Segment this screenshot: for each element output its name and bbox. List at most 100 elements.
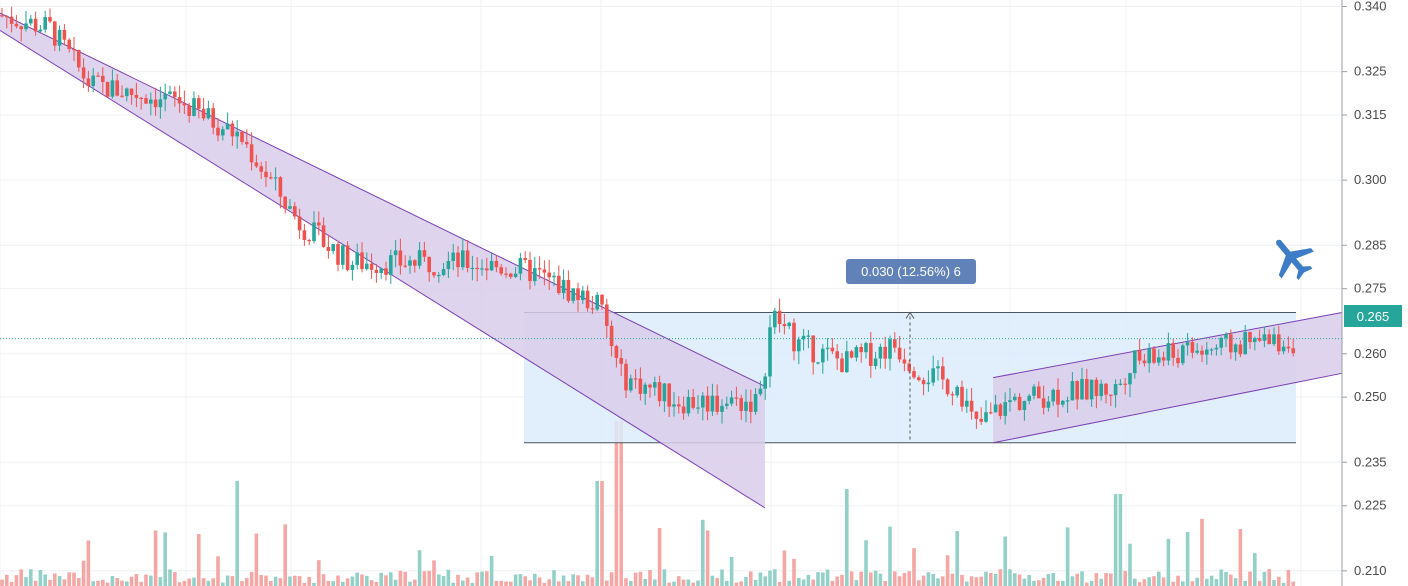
- candle-body: [1113, 384, 1118, 396]
- volume-bar: [566, 581, 571, 586]
- candle-body: [1176, 357, 1180, 364]
- candle-body: [365, 263, 369, 270]
- volume-bar: [917, 580, 921, 586]
- volume-bar: [293, 575, 297, 586]
- last-price-label: 0.265: [1344, 305, 1402, 327]
- candle-body: [1037, 386, 1041, 399]
- measure-badge-background: [846, 259, 976, 284]
- candle-body: [1233, 344, 1238, 353]
- candle-body: [585, 290, 590, 309]
- candle-body: [950, 394, 955, 396]
- candle-body: [120, 95, 124, 97]
- candle-body: [437, 275, 441, 277]
- volume-bar: [1142, 579, 1147, 586]
- candle-body: [1027, 395, 1031, 401]
- volume-bar: [1286, 570, 1291, 586]
- candle-body: [821, 348, 825, 363]
- volume-bar: [705, 530, 710, 586]
- last-price-value: 0.265: [1357, 309, 1390, 324]
- volume-bar: [590, 577, 595, 586]
- volume-bar: [696, 580, 700, 586]
- candle-body: [1190, 342, 1195, 353]
- candle-body: [633, 378, 638, 380]
- volume-bar: [984, 571, 988, 586]
- volume-bar: [557, 581, 561, 586]
- candle-body: [878, 346, 883, 359]
- volume-bar: [53, 573, 57, 586]
- candle-body: [624, 363, 628, 391]
- last-price-background: [1344, 305, 1402, 327]
- volume-bar: [163, 532, 167, 586]
- candle-body: [1185, 342, 1190, 346]
- candle-body: [955, 386, 959, 396]
- candle-body: [897, 347, 902, 360]
- candle-body: [177, 97, 182, 104]
- volume-bar: [91, 581, 95, 586]
- price-tick-label: 0.235: [1354, 454, 1387, 469]
- candle-body: [249, 144, 254, 163]
- volume-bar: [1157, 571, 1161, 586]
- candle-body: [576, 288, 580, 301]
- candle-body: [806, 335, 811, 337]
- volume-bar: [1214, 579, 1219, 586]
- measure-label: 0.030 (12.56%) 6: [861, 264, 961, 279]
- volume-bar: [129, 576, 134, 586]
- volume-bar: [845, 489, 849, 586]
- price-tick-label: 0.275: [1354, 281, 1387, 296]
- volume-bar: [648, 570, 652, 586]
- candle-body: [595, 294, 599, 310]
- candle-body: [1286, 346, 1291, 349]
- price-axis[interactable]: 0.340 0.325 0.315 0.300 0.285 0.275 0.260 0.250…: [1341, 0, 1408, 586]
- candle-body: [509, 273, 513, 277]
- candle-body: [480, 268, 484, 270]
- volume-bar: [249, 571, 254, 586]
- candle-body: [43, 16, 47, 30]
- volume-bar: [893, 571, 897, 586]
- volume-bar: [422, 571, 427, 586]
- volume-bar: [1248, 571, 1252, 586]
- candle-body: [993, 404, 998, 413]
- volume-bar: [1080, 571, 1084, 586]
- volume-bar: [72, 572, 76, 586]
- volume-bar: [1190, 581, 1195, 586]
- candle-body: [1200, 350, 1204, 355]
- candle-body: [533, 268, 537, 282]
- volume-bar: [1133, 578, 1137, 586]
- candle-body: [1253, 338, 1257, 343]
- volume-bar: [662, 569, 667, 586]
- volume-bar: [465, 577, 470, 586]
- volume-bar: [1056, 580, 1060, 586]
- volume-bar: [633, 572, 638, 586]
- candle-body: [216, 127, 220, 136]
- volume-bar: [715, 578, 719, 586]
- airplane-icon[interactable]: [1261, 227, 1322, 288]
- volume-bar: [681, 579, 686, 586]
- volume-bar: [14, 575, 19, 586]
- candle-body: [945, 379, 950, 395]
- volume-bar: [461, 580, 465, 586]
- volume-bar: [144, 574, 148, 586]
- candle-body: [1277, 334, 1281, 352]
- candle-body: [873, 358, 878, 367]
- candle-body: [907, 363, 911, 372]
- volume-bar: [691, 582, 695, 586]
- price-tick-label: 0.300: [1354, 172, 1387, 187]
- volume-bar: [993, 574, 998, 586]
- candle-body: [705, 395, 710, 412]
- volume-bar: [513, 574, 518, 586]
- channel-fill: [0, 13, 765, 508]
- candle-body: [619, 357, 623, 364]
- volume-bar: [307, 576, 311, 586]
- candle-body: [797, 339, 801, 352]
- candle-body: [734, 397, 739, 399]
- volume-bar: [9, 581, 14, 586]
- candle-body: [441, 269, 446, 276]
- candle-body: [979, 418, 983, 422]
- volume-bar: [1037, 580, 1041, 586]
- volume-bar: [624, 578, 628, 586]
- candle-body: [408, 260, 412, 266]
- candle-body: [998, 404, 1003, 416]
- candle-body: [1032, 386, 1036, 396]
- volume-bar: [1113, 494, 1118, 586]
